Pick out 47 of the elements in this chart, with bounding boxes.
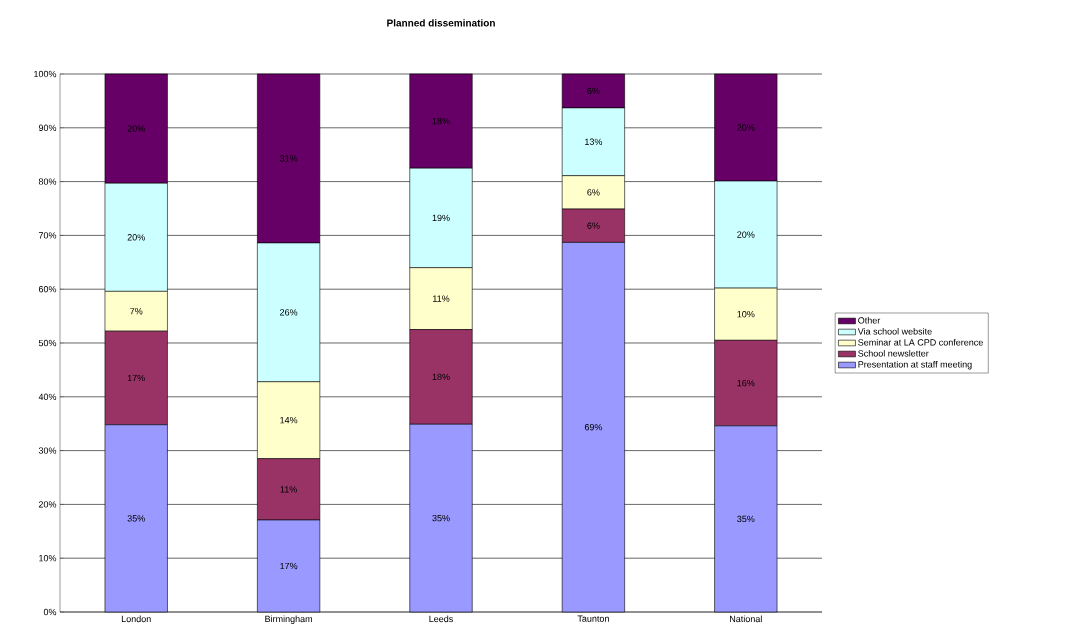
data-label: 7% <box>130 308 143 315</box>
legend-label: Other <box>858 316 881 324</box>
data-label: 6% <box>587 222 600 229</box>
data-label: 18% <box>432 373 450 381</box>
data-label: 11% <box>280 486 297 493</box>
data-label: 20% <box>737 231 755 238</box>
data-label: 20% <box>127 125 145 132</box>
data-label: 35% <box>737 515 755 523</box>
data-label: 35% <box>127 515 145 522</box>
data-label: 18% <box>432 117 450 125</box>
x-tick-label: Birmingham <box>265 615 313 624</box>
data-label: 31% <box>279 155 298 162</box>
data-label: 17% <box>280 562 298 570</box>
y-tick-label: 70% <box>38 232 57 239</box>
data-label: 26% <box>280 309 298 316</box>
data-label: 6% <box>587 189 600 196</box>
data-label: 16% <box>737 379 755 387</box>
data-label: 11% <box>433 295 450 302</box>
y-tick-label: 40% <box>38 393 57 400</box>
x-tick-label: National <box>730 615 762 623</box>
chart-title: Planned dissemination <box>387 19 495 27</box>
data-label: 69% <box>584 424 603 431</box>
legend-label: Presentation at staff meeting <box>858 361 972 370</box>
data-label: 19% <box>432 214 450 222</box>
x-tick-label: Leeds <box>429 615 453 623</box>
y-tick-label: 30% <box>38 447 57 454</box>
data-label: 35% <box>432 514 450 522</box>
y-tick-label: 60% <box>38 286 57 293</box>
y-tick-label: 0% <box>43 608 57 616</box>
data-label: 20% <box>737 124 755 131</box>
data-label: 10% <box>737 311 755 318</box>
y-tick-label: 90% <box>38 124 57 131</box>
data-label: 13% <box>585 138 603 145</box>
data-label: 14% <box>280 417 298 424</box>
x-tick-label: Taunton <box>577 615 609 622</box>
x-tick-label: London <box>121 615 151 623</box>
y-tick-label: 100% <box>34 70 57 78</box>
y-tick-label: 20% <box>38 501 57 508</box>
legend-label: Seminar at LA CPD conference <box>858 339 983 346</box>
y-tick-label: 80% <box>38 178 57 185</box>
legend-label: Via school website <box>857 327 932 335</box>
y-tick-label: 10% <box>39 555 57 562</box>
data-label: 20% <box>127 234 145 241</box>
legend-label: School newsletter <box>858 350 929 357</box>
y-tick-label: 50% <box>38 339 57 347</box>
data-label: 6% <box>587 87 600 95</box>
data-label: 17% <box>127 374 145 382</box>
